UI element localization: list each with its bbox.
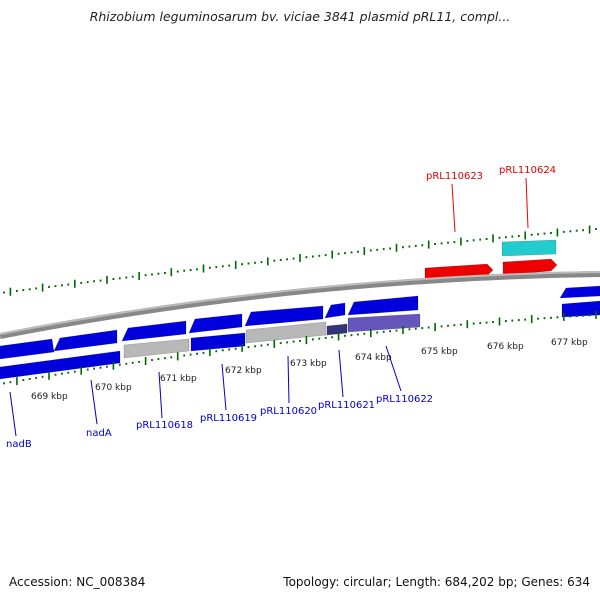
leader-line (525, 177, 529, 229)
gene-label-pRL110621[interactable]: pRL110621 (318, 400, 375, 411)
leader-line (9, 391, 17, 437)
tick-label: 670 kbp (95, 383, 132, 393)
tick-label: 675 kbp (421, 347, 458, 357)
gene-pRL110622-block[interactable] (347, 295, 419, 316)
gene-nadB-block[interactable] (0, 338, 55, 360)
gene-pRL110619-block[interactable] (188, 313, 243, 334)
leader-lines (9, 177, 529, 437)
backbone-highlight (0, 271, 600, 335)
accession-label: Accession: NC_008384 (9, 575, 146, 589)
gene-label-pRL110620[interactable]: pRL110620 (260, 406, 317, 417)
gene-pRL110618[interactable] (123, 338, 190, 359)
gene-label-nadA[interactable]: nadA (86, 428, 112, 439)
gene-pRL110618-block[interactable] (121, 320, 187, 342)
scale-labels: 669 kbp 670 kbp 671 kbp 672 kbp 673 kbp … (31, 338, 588, 402)
gene-labels: pRL110623 pRL110624 nadB nadA pRL110618 … (6, 165, 556, 450)
gene-label-pRL110622[interactable]: pRL110622 (376, 394, 433, 405)
gene-pRL110621-block[interactable] (324, 302, 346, 319)
gene-right-lower[interactable] (561, 300, 600, 318)
tick-label: 671 kbp (160, 374, 197, 384)
gene-pRL110621[interactable] (326, 323, 348, 336)
tick-label: 672 kbp (225, 366, 262, 376)
gene-label-pRL110619[interactable]: pRL110619 (200, 413, 257, 424)
leader-line (385, 345, 402, 392)
map-title: Rhizobium leguminosarum bv. viciae 3841 … (89, 9, 511, 24)
tick-label: 673 kbp (290, 359, 327, 369)
topology-summary: Topology: circular; Length: 684,202 bp; … (283, 575, 590, 589)
leader-line (287, 355, 290, 404)
gene-pRL110624-cds[interactable] (501, 239, 557, 257)
gene-nadB[interactable] (0, 350, 121, 380)
gene-label-nadB[interactable]: nadB (6, 439, 32, 450)
tick-label: 669 kbp (31, 392, 68, 402)
gene-pRL110622[interactable] (347, 313, 421, 333)
gene-label-pRL110624[interactable]: pRL110624 (499, 165, 556, 176)
tick-label: 674 kbp (355, 353, 392, 363)
reverse-genes-upper (0, 285, 600, 360)
leader-line (338, 349, 344, 398)
reverse-tick-track (3, 310, 597, 386)
tick-label: 676 kbp (487, 342, 524, 352)
gene-pRL110619[interactable] (190, 332, 246, 352)
gene-pRL110624[interactable] (502, 258, 558, 276)
gene-right-block[interactable] (559, 285, 600, 299)
reverse-genes-lower (0, 300, 600, 380)
gene-label-pRL110618[interactable]: pRL110618 (136, 420, 193, 431)
backbone-line (0, 271, 600, 339)
gene-nadA-block[interactable] (53, 329, 118, 352)
forward-tick-track (3, 225, 597, 296)
leader-line (451, 183, 456, 233)
gene-pRL110620[interactable] (245, 321, 327, 344)
leader-line (90, 379, 98, 425)
gene-label-pRL110623[interactable]: pRL110623 (426, 171, 483, 182)
leader-line (158, 371, 163, 419)
tick-label: 677 kbp (551, 338, 588, 348)
leader-line (221, 363, 227, 411)
gene-pRL110620-block[interactable] (244, 305, 324, 327)
